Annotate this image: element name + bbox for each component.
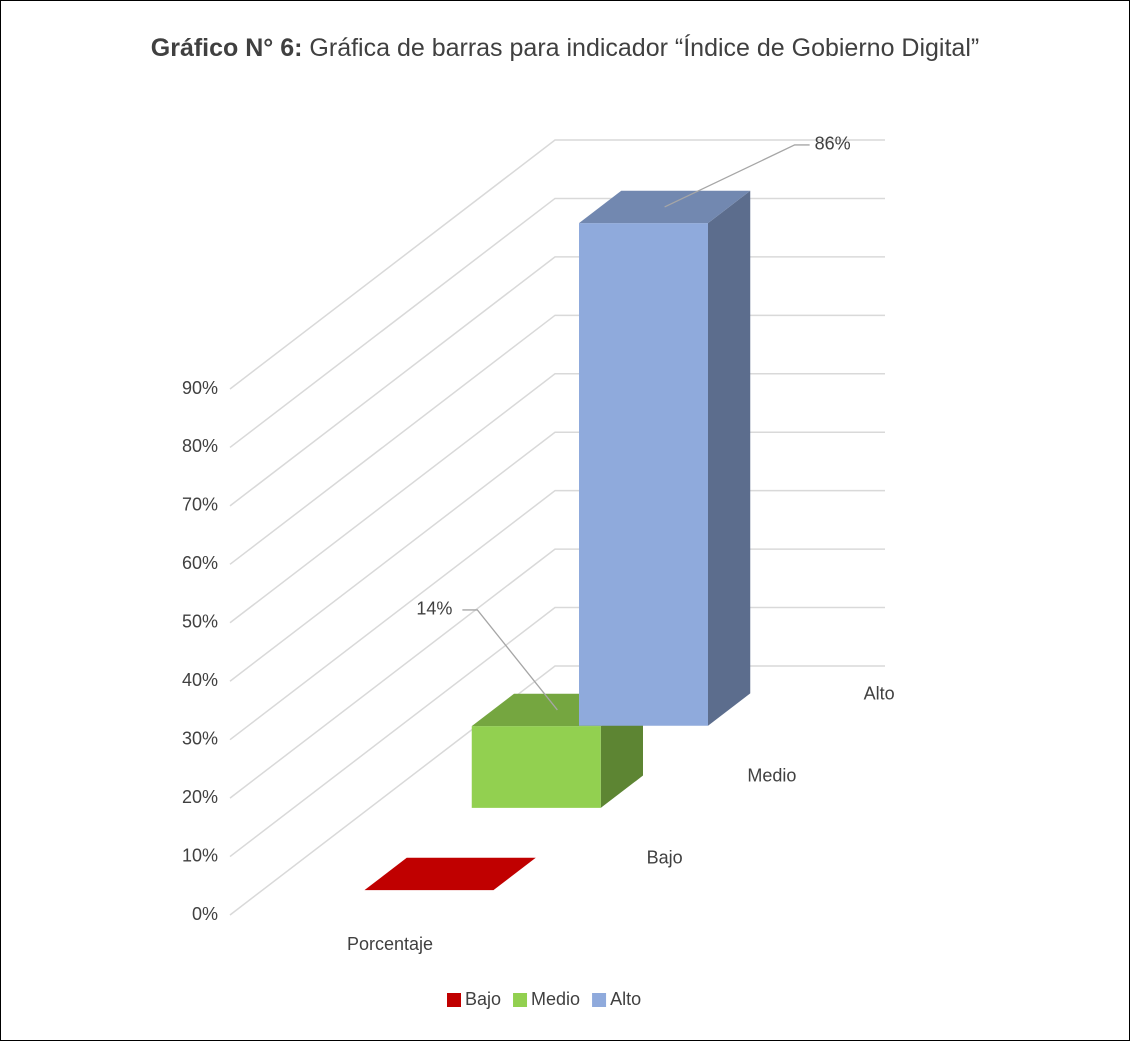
legend-swatch bbox=[592, 993, 607, 1007]
grid-line bbox=[229, 548, 885, 799]
data-label: 86% bbox=[815, 134, 851, 154]
grid-line bbox=[229, 139, 885, 390]
bar-top bbox=[364, 857, 536, 891]
legend-label: Alto bbox=[610, 989, 641, 1009]
grid-line bbox=[229, 431, 885, 682]
title-prefix: Gráfico N° 6: bbox=[150, 34, 303, 62]
y-tick-label: 10% bbox=[182, 845, 218, 865]
grid-line bbox=[229, 314, 885, 565]
legend-label: Bajo bbox=[465, 989, 501, 1009]
grid-line bbox=[229, 665, 885, 916]
y-tick-label: 50% bbox=[182, 612, 218, 632]
grid-line bbox=[229, 606, 885, 858]
leader-line bbox=[462, 609, 558, 711]
y-tick-label: 60% bbox=[182, 553, 218, 573]
y-tick-label: 70% bbox=[182, 495, 218, 515]
chart-title: Gráfico N° 6: Gráfica de barras para ind… bbox=[120, 30, 1010, 66]
bar-side bbox=[708, 190, 751, 726]
grid-line bbox=[229, 489, 885, 741]
y-tick-label: 30% bbox=[182, 728, 218, 748]
grid-line bbox=[229, 197, 885, 449]
legend-swatch bbox=[447, 993, 461, 1007]
grid-line bbox=[229, 373, 885, 624]
depth-label: Alto bbox=[864, 683, 895, 703]
depth-label: Medio bbox=[747, 765, 796, 785]
depth-label: Bajo bbox=[647, 848, 683, 868]
bar-front bbox=[579, 223, 708, 726]
bar-front bbox=[471, 726, 601, 808]
y-tick-label: 90% bbox=[182, 378, 218, 398]
y-tick-label: 0% bbox=[192, 904, 218, 924]
title-text: Gráfica de barras para indicador “Índice… bbox=[309, 34, 980, 62]
y-tick-label: 80% bbox=[182, 436, 218, 456]
grid-line bbox=[229, 256, 885, 507]
legend-label: Medio bbox=[531, 989, 580, 1009]
legend-swatch bbox=[513, 993, 528, 1007]
y-tick-label: 20% bbox=[182, 787, 218, 807]
x-tick-label: Porcentaje bbox=[347, 934, 433, 954]
leader-line bbox=[664, 144, 810, 208]
data-label: 14% bbox=[416, 599, 452, 619]
y-tick-label: 40% bbox=[182, 670, 218, 690]
